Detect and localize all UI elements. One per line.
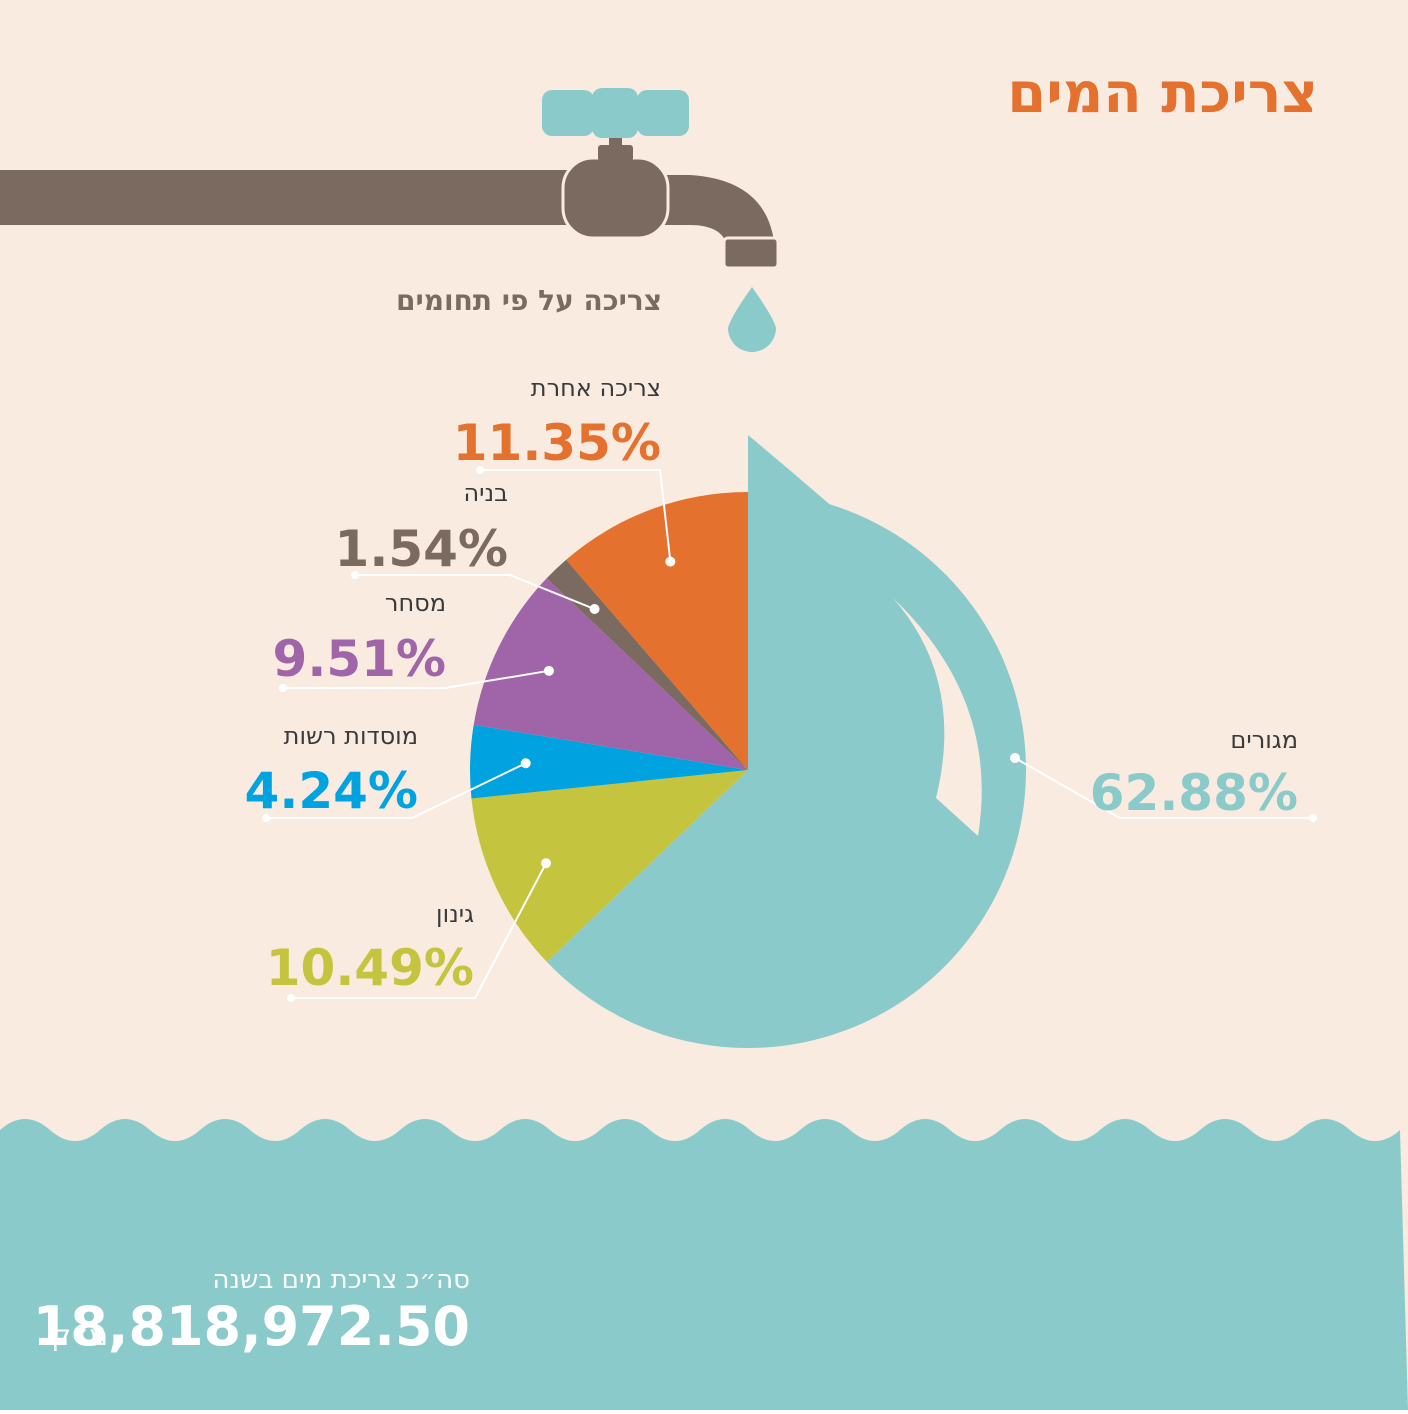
value-label: 62.88% xyxy=(1090,764,1298,822)
total-unit: מ״ק xyxy=(51,1319,108,1352)
category-label: גינון xyxy=(436,900,474,928)
total-label: סה״כ צריכת מים בשנה xyxy=(213,1265,471,1295)
category-label: בניה xyxy=(463,479,508,507)
value-label: 1.54% xyxy=(335,520,508,578)
leader-dot xyxy=(541,858,551,868)
leader-dot xyxy=(521,758,531,768)
leader-dot xyxy=(1309,814,1317,822)
water xyxy=(0,1119,1408,1410)
value-label: 4.24% xyxy=(245,762,418,820)
subtitle: צריכה על פי תחומים xyxy=(396,284,662,317)
leader-dot xyxy=(1010,753,1020,763)
title: צריכת המים xyxy=(1007,61,1318,126)
leader-dot xyxy=(590,604,600,614)
category-label: מוסדות רשות xyxy=(284,722,418,750)
value-label: 9.51% xyxy=(273,630,446,688)
value-label: 10.49% xyxy=(266,939,474,997)
leader-dot xyxy=(544,666,554,676)
category-label: צריכה אחרת xyxy=(531,374,661,402)
leader-dot xyxy=(665,557,675,567)
infographic: צריכת המים צריכה על פי תחומים סה״כ צריכת… xyxy=(0,0,1408,1410)
value-label: 11.35% xyxy=(453,414,661,472)
category-label: מסחר xyxy=(385,589,446,617)
category-label: מגורים xyxy=(1230,726,1298,754)
